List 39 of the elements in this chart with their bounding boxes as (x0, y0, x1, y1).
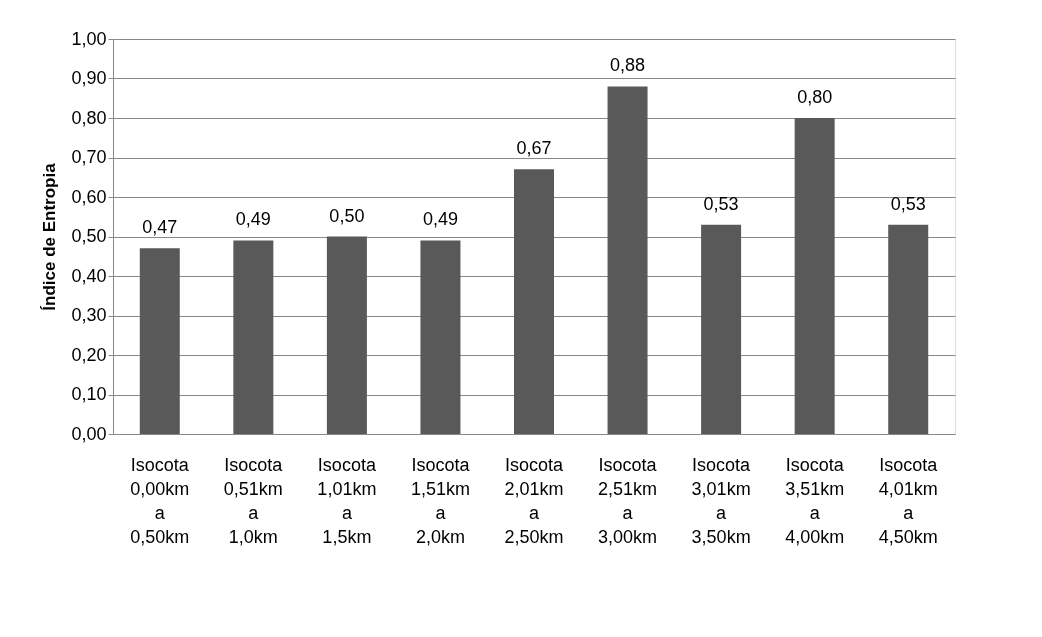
x-tick-label: Isocota 1,01km a 1,5km (317, 454, 377, 547)
y-tick-label: 0,20 (71, 344, 107, 365)
y-tick-label: 0,30 (71, 305, 107, 325)
x-tick-label: Isocota 2,51km a 3,00km (598, 454, 658, 547)
x-tick-label: Isocota 2,01km a 2,50km (504, 454, 564, 547)
data-label: 0,80 (797, 87, 833, 107)
bar (139, 248, 180, 434)
y-tick-label: 0,90 (71, 68, 107, 88)
y-tick-label: 0,10 (71, 384, 107, 404)
bar (326, 236, 367, 434)
y-tick-label: 0,00 (71, 423, 107, 444)
data-label: 0,53 (890, 193, 926, 214)
bar (514, 169, 554, 434)
x-tick-label: Isocota 0,51km a 1,0km (223, 454, 284, 547)
bar (888, 224, 929, 434)
y-tick-label: 0,40 (71, 265, 107, 286)
x-tick-label: Isocota 3,51km a 4,00km (785, 454, 845, 547)
bar (701, 224, 742, 434)
x-tick-label: Isocota 3,01km a 3,50km (691, 454, 752, 547)
data-label: 0,47 (142, 217, 178, 238)
bar (233, 240, 274, 434)
y-tick-label: 0,70 (71, 147, 107, 167)
bar (607, 86, 648, 434)
x-tick-label: Isocota 1,51km a 2,0km (410, 454, 471, 547)
data-label: 0,49 (235, 209, 271, 230)
y-tick-label: 0,80 (71, 107, 107, 128)
bar (794, 118, 835, 434)
data-label: 0,50 (329, 205, 365, 226)
x-tick-label: Isocota 4,01km a 4,50km (878, 454, 939, 547)
y-tick-label: 0,60 (71, 186, 107, 207)
y-axis-title: Índice de Entropia (40, 162, 60, 311)
bar (420, 240, 461, 434)
x-tick-label: Isocota 0,00km a 0,50km (130, 454, 190, 547)
data-label: 0,49 (422, 209, 458, 230)
data-label: 0,53 (703, 193, 739, 214)
data-label: 0,67 (516, 138, 552, 159)
y-tick-label: 1,00 (71, 28, 107, 49)
data-label: 0,88 (610, 55, 646, 76)
y-tick-label: 0,50 (71, 226, 107, 246)
